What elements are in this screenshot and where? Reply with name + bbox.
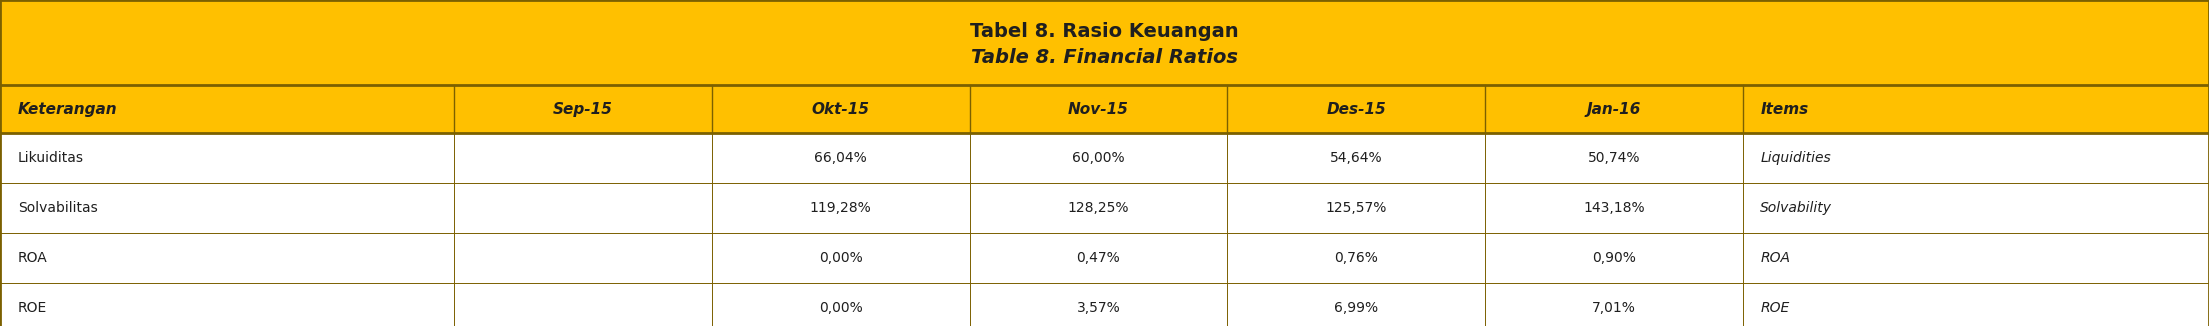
Text: 0,00%: 0,00% [820, 251, 862, 265]
Text: 66,04%: 66,04% [815, 151, 866, 165]
Text: ROE: ROE [18, 301, 46, 315]
Text: Solvability: Solvability [1761, 201, 1831, 215]
Text: Liquidities: Liquidities [1761, 151, 1831, 165]
Text: 143,18%: 143,18% [1584, 201, 1646, 215]
Text: 54,64%: 54,64% [1330, 151, 1383, 165]
Text: 125,57%: 125,57% [1325, 201, 1387, 215]
Text: 0,90%: 0,90% [1593, 251, 1635, 265]
Text: 0,76%: 0,76% [1334, 251, 1378, 265]
Text: Items: Items [1761, 101, 1809, 116]
Text: 0,00%: 0,00% [820, 301, 862, 315]
Text: Tabel 8. Rasio Keuangan: Tabel 8. Rasio Keuangan [970, 22, 1239, 41]
Text: Sep-15: Sep-15 [552, 101, 612, 116]
Text: 60,00%: 60,00% [1071, 151, 1124, 165]
Text: Keterangan: Keterangan [18, 101, 117, 116]
Text: 6,99%: 6,99% [1334, 301, 1378, 315]
Text: ROE: ROE [1761, 301, 1789, 315]
Bar [0, 233, 2209, 283]
Text: Nov-15: Nov-15 [1067, 101, 1129, 116]
Text: 7,01%: 7,01% [1593, 301, 1635, 315]
Text: 128,25%: 128,25% [1067, 201, 1129, 215]
Text: Solvabilitas: Solvabilitas [18, 201, 97, 215]
Text: 3,57%: 3,57% [1076, 301, 1120, 315]
Text: Jan-16: Jan-16 [1586, 101, 1641, 116]
Bar [0, 0, 2209, 85]
Bar [0, 85, 2209, 133]
Text: Table 8. Financial Ratios: Table 8. Financial Ratios [972, 48, 1237, 67]
Bar [0, 183, 2209, 233]
Bar [0, 133, 2209, 183]
Text: 50,74%: 50,74% [1588, 151, 1639, 165]
Text: 0,47%: 0,47% [1076, 251, 1120, 265]
Text: Likuiditas: Likuiditas [18, 151, 84, 165]
Text: ROA: ROA [1761, 251, 1789, 265]
Text: Des-15: Des-15 [1325, 101, 1385, 116]
Bar [0, 283, 2209, 326]
Text: ROA: ROA [18, 251, 46, 265]
Text: 119,28%: 119,28% [811, 201, 873, 215]
Text: Okt-15: Okt-15 [811, 101, 870, 116]
